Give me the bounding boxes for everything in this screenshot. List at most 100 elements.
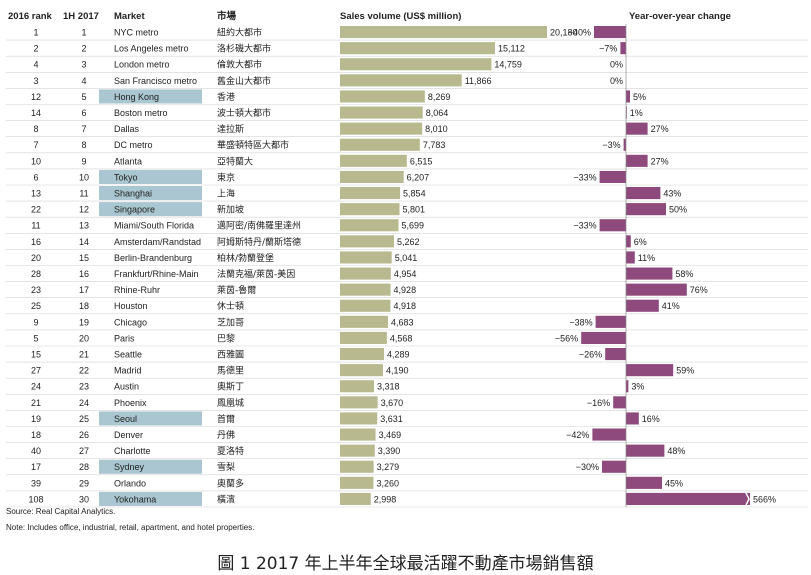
- market-name-cell: Atlanta: [114, 156, 142, 166]
- header-rank-2016: 2016 rank: [8, 11, 53, 22]
- market-name-cell: Seoul: [114, 414, 137, 424]
- yoy-change-bar: [599, 219, 626, 232]
- yoy-change-label: 1%: [630, 108, 643, 118]
- rank-2016-cell: 108: [28, 494, 43, 504]
- rank-2016-cell: 1: [33, 28, 38, 38]
- yoy-change-label: 45%: [665, 478, 683, 488]
- market-highlight: [99, 459, 202, 474]
- sales-volume-bar: [340, 267, 391, 280]
- market-name-zh-cell: 邁阿密/南佛羅里達州: [217, 220, 301, 232]
- yoy-change-bar: [626, 251, 635, 264]
- market-name-cell: Austin: [114, 382, 139, 392]
- sales-volume-bar: [340, 331, 387, 344]
- market-name-zh-cell: 洛杉磯大都市: [217, 43, 271, 55]
- sales-volume-label: 5,854: [403, 189, 426, 199]
- yoy-change-label: 43%: [663, 189, 681, 199]
- rank-2016-cell: 9: [33, 317, 38, 327]
- rank-1h2017-cell: 16: [79, 269, 89, 279]
- rank-1h2017-cell: 1: [81, 28, 86, 38]
- sales-volume-label: 8,064: [426, 108, 449, 118]
- sales-volume-label: 4,683: [391, 317, 414, 327]
- sales-volume-bar: [340, 122, 423, 135]
- market-name-cell: Tokyo: [114, 172, 138, 182]
- yoy-change-label: 50%: [669, 205, 687, 215]
- rank-1h2017-cell: 22: [79, 366, 89, 376]
- market-highlight: [99, 89, 202, 104]
- rank-2016-cell: 8: [33, 124, 38, 134]
- rank-2016-cell: 13: [31, 189, 41, 199]
- sales-volume-bar: [340, 58, 492, 71]
- market-name-cell: San Francisco metro: [114, 76, 197, 86]
- rank-2016-cell: 15: [31, 350, 41, 360]
- sales-volume-label: 4,190: [386, 366, 409, 376]
- market-name-cell: Dallas: [114, 124, 140, 134]
- market-name-zh-cell: 香港: [217, 91, 235, 103]
- yoy-change-bar: [626, 154, 648, 167]
- sales-volume-bar: [340, 154, 407, 167]
- yoy-change-bar: [595, 315, 626, 328]
- market-name-zh-cell: 橫濱: [217, 493, 235, 505]
- market-name-cell: Hong Kong: [114, 92, 159, 102]
- market-name-zh-cell: 鳳凰城: [217, 398, 244, 409]
- market-name-cell: DC metro: [114, 140, 153, 150]
- market-name-cell: Shanghai: [114, 189, 152, 199]
- sales-volume-bar: [340, 219, 399, 232]
- market-name-zh-cell: 舊金山大都市: [217, 75, 271, 87]
- sales-volume-bar: [340, 492, 371, 505]
- sales-volume-label: 3,279: [377, 462, 400, 472]
- sales-volume-bar: [340, 170, 404, 183]
- rank-1h2017-cell: 11: [79, 189, 88, 199]
- sales-volume-label: 6,207: [407, 172, 430, 182]
- sales-volume-label: 4,289: [387, 350, 410, 360]
- rank-1h2017-cell: 10: [79, 172, 89, 182]
- rank-1h2017-cell: 9: [81, 156, 86, 166]
- sales-volume-label: 5,801: [403, 205, 426, 215]
- sales-volume-label: 3,469: [379, 430, 402, 440]
- sales-volume-label: 11,866: [465, 76, 492, 86]
- rank-1h2017-cell: 7: [81, 124, 86, 134]
- yoy-change-label: 0%: [610, 60, 623, 70]
- sales-volume-label: 3,670: [381, 398, 404, 408]
- sales-volume-bar: [340, 476, 374, 489]
- rank-1h2017-cell: 20: [79, 333, 89, 343]
- sales-volume-label: 3,318: [377, 382, 400, 392]
- sales-volume-label: 3,260: [376, 478, 399, 488]
- sales-volume-bar: [340, 187, 401, 200]
- rank-1h2017-cell: 29: [79, 478, 89, 488]
- yoy-change-bar: [626, 122, 648, 135]
- yoy-change-label: 5%: [633, 92, 646, 102]
- market-name-zh-cell: 丹佛: [217, 429, 235, 441]
- rank-2016-cell: 4: [33, 60, 38, 70]
- yoy-change-label: 3%: [631, 382, 644, 392]
- market-name-zh-cell: 夏洛特: [217, 445, 244, 457]
- sales-volume-bar: [340, 90, 425, 103]
- header-market: Market: [114, 11, 145, 22]
- rank-2016-cell: 16: [31, 237, 41, 247]
- sales-volume-bar: [340, 42, 496, 55]
- sales-volume-label: 3,631: [380, 414, 403, 424]
- rank-1h2017-cell: 15: [79, 253, 89, 263]
- yoy-change-label: 27%: [651, 124, 669, 134]
- yoy-change-bar: [626, 364, 674, 377]
- yoy-change-label: −42%: [566, 430, 589, 440]
- sales-volume-label: 3,390: [378, 446, 401, 456]
- yoy-change-bar: [626, 492, 750, 505]
- sales-volume-bar: [340, 283, 391, 296]
- yoy-change-bar: [626, 267, 673, 280]
- rank-2016-cell: 2: [33, 44, 38, 54]
- sales-volume-bar: [340, 380, 375, 393]
- yoy-change-label: −33%: [573, 221, 596, 231]
- yoy-change-label: 58%: [675, 269, 693, 279]
- market-name-cell: Miami/South Florida: [114, 221, 194, 231]
- sales-volume-label: 20,180: [550, 28, 578, 38]
- yoy-change-label: −7%: [599, 44, 617, 54]
- rank-2016-cell: 10: [31, 156, 41, 166]
- sales-volume-bar: [340, 396, 378, 409]
- market-name-cell: Los Angeles metro: [114, 44, 189, 54]
- rank-1h2017-cell: 21: [79, 350, 89, 360]
- rank-1h2017-cell: 8: [81, 140, 86, 150]
- rank-2016-cell: 27: [31, 366, 41, 376]
- yoy-change-bar: [620, 42, 626, 55]
- yoy-change-label: −26%: [579, 350, 602, 360]
- yoy-change-label: 6%: [634, 237, 647, 247]
